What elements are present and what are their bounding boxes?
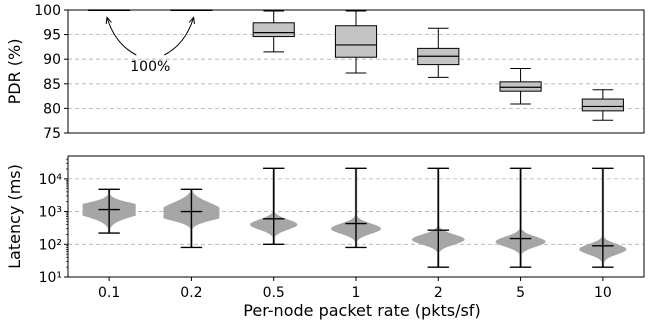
box-body (334, 25, 378, 58)
box-10 (581, 89, 624, 121)
y-tick-label: 10³ (39, 205, 62, 221)
violin-10 (579, 167, 627, 268)
violin-2 (411, 167, 465, 268)
y-tick-label: 10¹ (39, 270, 62, 286)
y-tick-label: 90 (43, 52, 61, 68)
violin-0.2 (163, 188, 220, 249)
box-body (499, 81, 542, 92)
violin-1 (330, 167, 382, 249)
annotation-label: 100% (130, 59, 170, 75)
plot-frame (67, 9, 645, 134)
annotation-arrow-left (107, 18, 137, 56)
violin-0.1 (82, 188, 136, 234)
x-tick-label: 0.5 (263, 285, 285, 301)
box-2 (417, 27, 460, 78)
x-axis-label: Per-node packet rate (pkts/sf) (243, 301, 480, 320)
x-tick-label: 10 (594, 285, 612, 301)
box-1 (334, 10, 378, 74)
y-tick-label: 10² (39, 237, 62, 253)
x-tick-label: 1 (352, 285, 361, 301)
y-tick-label: 80 (43, 101, 61, 117)
box-0.5 (252, 10, 295, 53)
y-axis-label: Latency (ms) (5, 164, 24, 269)
box-5 (499, 68, 542, 105)
pdr-panel: 75 80 85 90 95 100 PDR (%) 100% (5, 3, 645, 142)
x-tick-label: 5 (516, 285, 525, 301)
y-tick-label: 100 (34, 3, 61, 19)
y-tick-label: 95 (43, 28, 61, 44)
latency-panel: 10¹ 10² 10³ 10⁴ Latency (ms) 0.1 0.2 0.5 1 2 5 10 (5, 155, 645, 301)
y-axis-label: PDR (%) (5, 39, 24, 105)
violin-0.5 (250, 167, 298, 245)
x-tick-label: 0.2 (180, 285, 202, 301)
box-body (252, 22, 295, 38)
y-tick-label: 10⁴ (39, 172, 63, 188)
violin-5 (495, 167, 546, 268)
box-body (581, 98, 624, 112)
y-tick-label: 75 (43, 126, 61, 142)
annotation-arrow-right (164, 18, 193, 56)
x-tick-label: 0.1 (98, 285, 120, 301)
x-tick-label: 2 (434, 285, 443, 301)
y-tick-label: 85 (43, 77, 61, 93)
